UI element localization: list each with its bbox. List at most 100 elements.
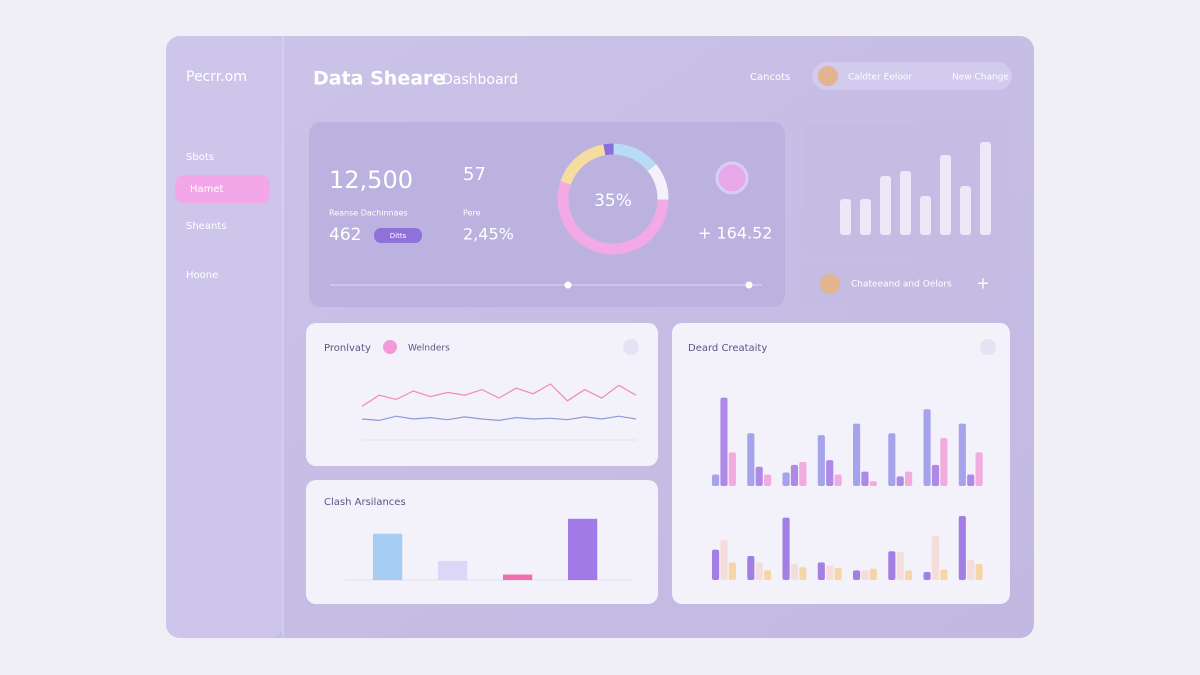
mini-bar: [860, 199, 871, 235]
grouped-bar: [896, 552, 904, 580]
line-series: [361, 383, 637, 407]
mini-bar: [920, 196, 931, 235]
grouped-bar: [747, 433, 755, 486]
line-series: [361, 415, 637, 422]
grouped-bar: [712, 549, 720, 580]
grouped-bar: [967, 560, 975, 580]
grouped-bar: [923, 409, 931, 486]
donut-center: 35%: [594, 191, 632, 211]
stat-rate-value: 57: [463, 164, 486, 185]
mini-bar: [900, 171, 911, 235]
mini-bar: [940, 155, 951, 235]
grouped-bar: [790, 564, 799, 580]
header-subtitle: Dashboard: [442, 72, 518, 88]
bar: [568, 518, 598, 580]
brand: Pecrr.om: [186, 69, 247, 85]
grouped-bar: [853, 423, 861, 486]
stat-label: Reanse Dachinnaes: [329, 209, 408, 218]
grouped-bar: [728, 452, 736, 486]
stat-change: + 164.52: [698, 224, 772, 243]
grouped-bar: [869, 568, 877, 580]
grouped-bar: [940, 438, 948, 486]
donut-segment: [613, 143, 657, 172]
badge[interactable]: [374, 228, 422, 243]
filter-dot: [383, 340, 397, 354]
donut-segment: [560, 144, 606, 185]
grouped-bar: [861, 471, 869, 486]
grouped-bar: [712, 474, 720, 486]
badge-text[interactable]: Ditts: [390, 232, 407, 240]
grouped-bar: [817, 435, 825, 486]
add-icon[interactable]: +: [976, 274, 989, 293]
mini-bar: [840, 199, 851, 235]
grouped-bar: [782, 472, 790, 486]
grouped-bar: [755, 466, 763, 486]
line-panel: [306, 323, 658, 466]
contact-card: [802, 261, 1011, 307]
mini-bar: [960, 186, 971, 235]
donut-segment: [603, 143, 614, 156]
grouped-bar: [790, 464, 799, 486]
nav-active[interactable]: [175, 175, 270, 203]
user-name[interactable]: Caldter Eeloor: [848, 73, 912, 83]
dropdown[interactable]: [623, 339, 639, 355]
nav-item[interactable]: Sheants: [186, 221, 226, 232]
bar: [503, 574, 533, 580]
mini-bar: [880, 176, 891, 235]
panel-title: Pronlvaty: [324, 343, 371, 354]
grouped-bar: [834, 568, 842, 580]
grouped-bar: [782, 517, 790, 580]
grouped-bar: [931, 464, 940, 486]
grouped-bar: [958, 516, 966, 580]
grouped-bar: [826, 565, 834, 580]
contact-label: Chateeand and Oelors: [851, 280, 952, 290]
donut-segment: [557, 181, 669, 255]
grouped-bar: [720, 397, 728, 486]
header-title: Data Sheare: [313, 68, 445, 90]
avatar: [820, 274, 840, 294]
grouped-bar: [940, 569, 948, 580]
grouped-bar: [896, 476, 904, 486]
grouped-bar: [975, 564, 983, 580]
grouped-bar: [755, 562, 763, 580]
grouped-bar: [747, 556, 755, 580]
bar: [373, 533, 403, 580]
dropdown[interactable]: [980, 339, 996, 355]
grouped-bar: [799, 567, 807, 580]
stat-rate: 2,45%: [463, 225, 514, 244]
grouped-bar: [728, 562, 736, 580]
grouped-bar: [869, 481, 877, 486]
grouped-bar: [888, 551, 896, 580]
grouped-bar: [817, 562, 825, 580]
grouped-bar: [764, 570, 772, 580]
slider-handle[interactable]: [745, 281, 753, 289]
nav-item[interactable]: Hoone: [186, 270, 218, 281]
user-pill[interactable]: [812, 62, 1012, 90]
panel-title: Deard Creataity: [688, 343, 767, 354]
grouped-bar: [923, 572, 931, 580]
stat-total: 12,500: [329, 166, 413, 194]
new-button[interactable]: New Change: [952, 73, 1009, 83]
filter-label[interactable]: Welnders: [408, 344, 450, 354]
grouped-panel: [672, 323, 1010, 604]
grouped-bar: [861, 570, 869, 580]
grouped-bar: [975, 452, 983, 486]
header-action[interactable]: Cancots: [750, 72, 790, 83]
grouped-bar: [799, 462, 807, 486]
icon-badge: [715, 161, 749, 195]
nav-item[interactable]: Hamet: [190, 184, 224, 195]
avatar: [818, 66, 838, 86]
bar: [438, 560, 468, 580]
grouped-bar: [958, 423, 966, 486]
grouped-bar: [931, 536, 940, 580]
mini-bar: [980, 142, 991, 235]
slider-handle[interactable]: [564, 281, 572, 289]
stat-rate-label: Pere: [463, 209, 481, 218]
grouped-bar: [905, 471, 913, 486]
grouped-bar: [834, 474, 842, 486]
stat-count: 462: [329, 225, 361, 245]
nav-item[interactable]: Sbots: [186, 152, 214, 163]
grouped-bar: [720, 540, 728, 580]
